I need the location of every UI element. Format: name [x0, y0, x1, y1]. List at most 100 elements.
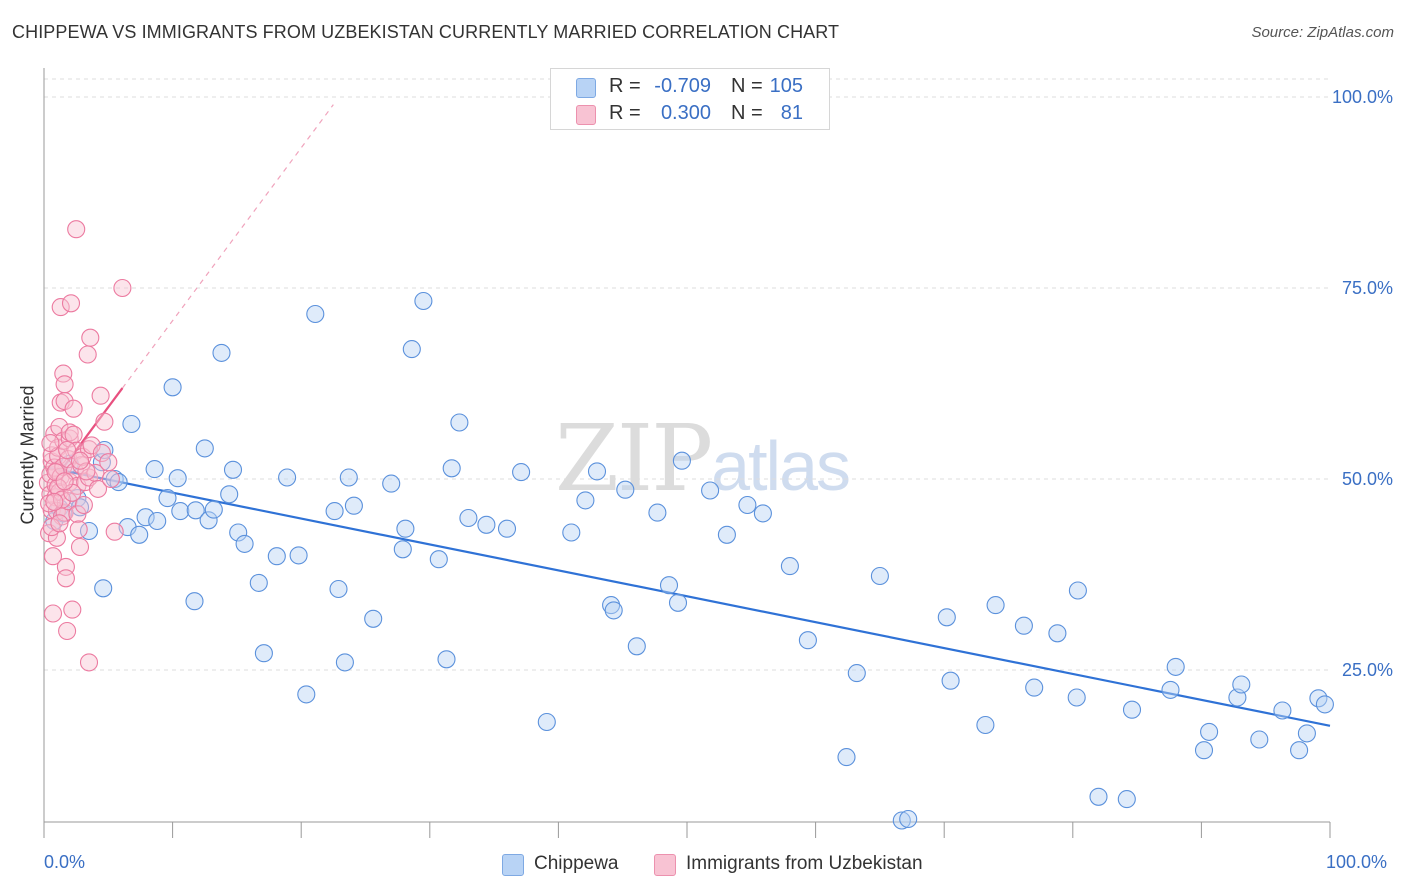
- data-point: [278, 468, 297, 487]
- data-point: [55, 472, 74, 491]
- data-point: [1297, 724, 1316, 743]
- data-point: [1014, 616, 1033, 635]
- data-point: [1166, 657, 1185, 676]
- data-point: [186, 501, 205, 520]
- data-point: [837, 748, 856, 767]
- data-point: [1250, 730, 1269, 749]
- correlation-legend: R = -0.709 N = 105 R = 0.300 N = 81: [550, 68, 830, 130]
- legend-swatch-chippewa: [576, 78, 596, 98]
- trend-lines: [46, 104, 1331, 727]
- series-0: [45, 291, 1334, 830]
- data-point: [668, 593, 688, 612]
- data-point: [537, 712, 556, 732]
- legend-label-uzbekistan: Immigrants from Uzbekistan: [686, 853, 923, 874]
- data-point: [61, 294, 81, 313]
- data-point: [562, 523, 581, 542]
- data-point: [64, 425, 83, 444]
- data-point: [899, 809, 918, 829]
- data-point: [450, 413, 469, 432]
- legend-row-uzbekistan: R = 0.300 N = 81: [551, 101, 829, 127]
- data-point: [1315, 695, 1334, 714]
- data-point: [81, 328, 100, 347]
- data-point: [171, 502, 190, 521]
- y-tick-label-100: 100.0%: [1331, 87, 1393, 107]
- data-point: [393, 540, 412, 559]
- data-point: [1194, 741, 1214, 760]
- source-label: Source: ZipAtlas.com: [1251, 24, 1394, 41]
- data-point: [339, 468, 358, 487]
- data-point: [82, 436, 101, 455]
- data-point: [297, 685, 316, 704]
- data-point: [429, 550, 448, 569]
- data-point: [78, 345, 97, 364]
- legend-swatch-uzbekistan: [576, 105, 596, 125]
- data-point: [249, 573, 268, 592]
- data-point: [254, 644, 273, 663]
- data-point: [477, 515, 496, 534]
- data-point: [86, 463, 105, 482]
- x-tick-label-0: 0.0%: [44, 852, 86, 872]
- legend-swatch-chippewa: [502, 854, 524, 876]
- data-point: [145, 460, 164, 479]
- data-point: [627, 637, 646, 656]
- data-point: [91, 386, 110, 405]
- data-point: [223, 460, 243, 479]
- trend-line-1: [46, 387, 124, 489]
- data-point: [95, 412, 114, 431]
- data-point: [847, 664, 866, 683]
- legend-swatch-uzbekistan: [654, 854, 676, 876]
- data-point: [576, 491, 595, 510]
- data-point: [986, 596, 1005, 615]
- data-point: [602, 596, 621, 615]
- data-point: [1290, 741, 1309, 760]
- data-point: [1232, 675, 1251, 694]
- data-point: [59, 492, 78, 511]
- data-point: [604, 601, 623, 620]
- data-point: [56, 569, 75, 588]
- data-point: [344, 496, 363, 515]
- data-point: [402, 340, 421, 359]
- x-tick-label-100: 100.0%: [1326, 852, 1388, 872]
- y-tick-label-50: 50.0%: [1341, 469, 1393, 489]
- data-point: [43, 604, 63, 623]
- data-point: [94, 579, 113, 598]
- data-point: [267, 547, 286, 566]
- data-point: [306, 304, 325, 324]
- data-point: [136, 508, 155, 527]
- legend-label-chippewa: Chippewa: [534, 853, 619, 874]
- data-point: [235, 534, 254, 553]
- series-1: [38, 220, 132, 672]
- data-point: [870, 566, 889, 586]
- watermark: ZIPatlas: [555, 405, 851, 512]
- n-label: N =: [731, 75, 763, 97]
- data-point: [1117, 790, 1136, 809]
- data-point: [672, 451, 691, 470]
- data-point: [616, 480, 635, 499]
- data-point: [185, 592, 204, 611]
- data-point: [701, 481, 720, 500]
- data-point: [1122, 700, 1142, 719]
- data-point: [1025, 678, 1044, 697]
- r-label: R =: [609, 102, 641, 124]
- data-point: [753, 504, 772, 523]
- n-value: 81: [780, 102, 803, 124]
- axes: [43, 68, 1331, 838]
- data-point: [1273, 701, 1292, 720]
- data-point: [41, 434, 60, 453]
- data-point: [587, 462, 607, 481]
- data-point: [459, 508, 478, 528]
- data-point: [204, 500, 223, 519]
- data-point: [289, 546, 308, 565]
- series-legend: Chippewa Immigrants from Uzbekistan: [0, 852, 1406, 878]
- data-point: [113, 278, 132, 298]
- data-point: [329, 579, 348, 599]
- data-point: [130, 525, 149, 544]
- data-point: [937, 608, 956, 627]
- data-point: [648, 503, 667, 522]
- data-point: [69, 520, 88, 539]
- grid-lines: [44, 78, 1330, 671]
- data-point: [195, 439, 214, 458]
- data-point: [335, 653, 354, 672]
- data-point: [58, 440, 77, 460]
